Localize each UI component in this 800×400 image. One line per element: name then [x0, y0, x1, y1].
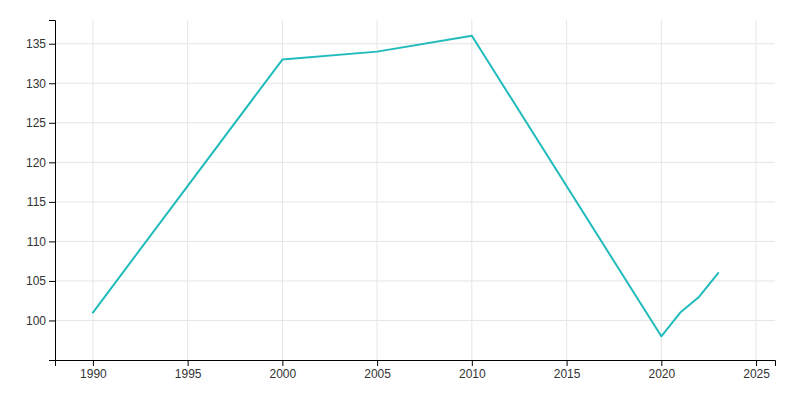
x-tick-mark	[377, 360, 378, 366]
y-tick: 135	[26, 37, 55, 51]
chart: 1990 1995 2000 2005 2010 2015 2020 2025 100 105 11…	[0, 0, 800, 400]
grid-line-y	[55, 43, 775, 44]
x-tick: 2015	[554, 360, 581, 381]
y-tick-mark	[49, 162, 55, 163]
marks	[93, 36, 718, 336]
grid-line-x	[471, 20, 472, 360]
x-tick-label: 1995	[175, 367, 202, 381]
grid-line-x	[566, 20, 567, 360]
grid-line-x	[377, 20, 378, 360]
y-tick-label: 130	[26, 77, 46, 91]
y-tick-label: 100	[26, 314, 46, 328]
x-axis-line	[56, 361, 776, 367]
y-tick-mark	[49, 320, 55, 321]
grid-line-y	[55, 201, 775, 202]
grid-line-y	[55, 83, 775, 84]
y-tick-label: 105	[26, 274, 46, 288]
grid	[55, 20, 775, 360]
x-tick-label: 2025	[743, 367, 770, 381]
y-tick-label: 120	[26, 156, 46, 170]
y-tick-label: 115	[27, 195, 46, 209]
y-tick: 110	[27, 235, 55, 249]
grid-line-x	[661, 20, 662, 360]
x-tick: 2000	[270, 360, 297, 381]
y-tick: 105	[26, 274, 55, 288]
y-axis: 100 105 110 115 120 125 130 135	[26, 21, 56, 361]
y-tick: 100	[26, 314, 55, 328]
y-tick-label: 135	[26, 37, 46, 51]
grid-line-y	[55, 320, 775, 321]
x-tick: 2025	[743, 360, 770, 381]
x-tick-mark	[188, 360, 189, 366]
y-axis-line	[49, 21, 56, 361]
grid-line-x	[282, 20, 283, 360]
x-axis: 1990 1995 2000 2005 2010 2015 2020 2025	[56, 360, 776, 381]
x-tick-mark	[756, 360, 757, 366]
y-tick-mark	[49, 281, 55, 282]
grid-line-x	[187, 20, 188, 360]
x-tick-mark	[472, 360, 473, 366]
y-tick-mark	[49, 241, 55, 242]
y-tick: 130	[26, 77, 55, 91]
y-tick: 120	[26, 156, 55, 170]
grid-line-y	[55, 122, 775, 123]
plot-area: 1990 1995 2000 2005 2010 2015 2020 2025 100 105 11…	[26, 20, 776, 381]
x-tick: 2010	[459, 360, 486, 381]
x-tick-label: 2020	[648, 367, 675, 381]
x-tick-label: 2015	[554, 367, 581, 381]
x-tick-label: 2005	[364, 367, 391, 381]
y-tick-mark	[49, 123, 55, 124]
x-tick-mark	[661, 360, 662, 366]
grid-line-y	[55, 162, 775, 163]
y-tick-label: 110	[27, 235, 46, 249]
y-tick-label: 125	[26, 116, 46, 130]
x-tick: 2005	[364, 360, 391, 381]
x-tick-label: 2000	[270, 367, 297, 381]
x-tick: 2020	[648, 360, 675, 381]
x-tick-mark	[567, 360, 568, 366]
grid-line-y	[55, 241, 775, 242]
x-tick-label: 1990	[80, 367, 107, 381]
grid-line-x	[756, 20, 757, 360]
y-tick-mark	[49, 83, 55, 84]
grid-line-y	[55, 280, 775, 281]
y-tick-mark	[49, 44, 55, 45]
y-tick-mark	[49, 202, 55, 203]
x-tick-mark	[93, 360, 94, 366]
x-tick: 1995	[175, 360, 202, 381]
y-tick: 115	[27, 195, 55, 209]
x-tick-mark	[282, 360, 283, 366]
x-tick-label: 2010	[459, 367, 486, 381]
line	[93, 36, 718, 336]
y-tick: 125	[26, 116, 55, 130]
x-tick: 1990	[80, 360, 107, 381]
grid-line-x	[92, 20, 93, 360]
